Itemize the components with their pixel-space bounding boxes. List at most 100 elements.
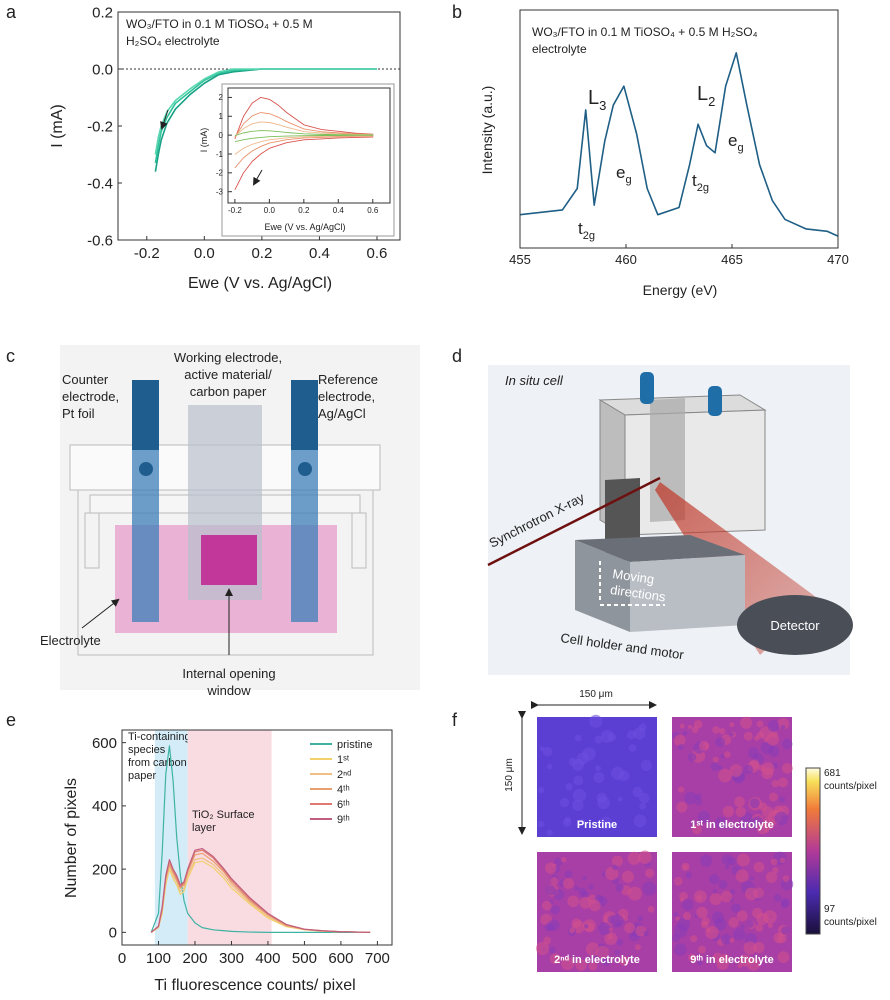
- cell-port: [640, 372, 654, 404]
- counter-electrode: [132, 380, 159, 450]
- y-tick-label: -0.2: [87, 118, 113, 135]
- map-texture: [632, 786, 643, 798]
- cell-leg: [84, 512, 100, 569]
- map-texture: [770, 858, 778, 866]
- map-texture: [582, 919, 596, 933]
- map-texture: [697, 960, 703, 966]
- map-texture: [673, 877, 683, 886]
- map-texture: [729, 764, 743, 777]
- map-texture: [676, 801, 688, 813]
- panel-label: c: [6, 346, 15, 366]
- map-texture: [738, 954, 752, 967]
- annotation-sub: g: [737, 142, 743, 154]
- map-texture: [772, 867, 779, 874]
- map-texture: [743, 731, 753, 741]
- map-texture: [729, 937, 735, 944]
- label: In situ cell: [505, 373, 564, 388]
- label: Electrolyte: [40, 633, 101, 648]
- map-texture: [693, 890, 707, 903]
- x-tick-label: 400: [255, 950, 280, 967]
- map-texture: [731, 903, 741, 913]
- electrode-pin: [298, 462, 312, 476]
- map-texture: [701, 917, 710, 926]
- map-texture: [578, 887, 587, 896]
- y-tick-label: -0.4: [87, 175, 113, 192]
- map-texture: [761, 767, 774, 780]
- map-texture: [612, 864, 618, 871]
- annotation-text: t: [578, 219, 583, 238]
- map-texture: [767, 922, 773, 928]
- x-axis-label: Ewe (V vs. Ag/AgCl): [188, 275, 332, 292]
- annotation: t2g: [578, 219, 595, 242]
- colorbar-label: counts/pixel: [824, 781, 877, 792]
- map-texture: [643, 930, 649, 937]
- y-tick-label: -2: [216, 169, 224, 178]
- x-tick-label: 470: [827, 252, 849, 267]
- x-axis-label: Ewe (V vs. Ag/AgCl): [264, 222, 345, 232]
- series-line: [150, 745, 371, 933]
- map-texture: [546, 829, 553, 836]
- y-tick-label: 0.0: [92, 61, 113, 78]
- map-texture: [589, 899, 601, 912]
- chart-title-line: WO₃/FTO in 0.1 M TiOSO₄ + 0.5 M: [126, 17, 313, 31]
- map-texture: [638, 850, 652, 865]
- counter-electrode: [132, 450, 159, 622]
- chart: Ti-containing species from carbon paper TiO₂…: [63, 729, 393, 994]
- chart-title: WO₃/FTO in 0.1 M TiOSO₄ + 0.5 M H₂SO₄ ele…: [126, 17, 313, 48]
- map-texture: [719, 728, 726, 735]
- map-texture: [740, 716, 753, 729]
- y-tick-label: 1: [219, 112, 224, 121]
- map-texture: [589, 714, 603, 728]
- map-texture: [690, 935, 698, 943]
- x-tick-label: 600: [328, 950, 353, 967]
- map-texture: [779, 857, 786, 863]
- annotation: t2g: [692, 171, 709, 194]
- annotation: eg: [616, 163, 632, 186]
- annotation-sub: 3: [599, 98, 606, 113]
- map-texture: [619, 956, 630, 966]
- map-texture: [594, 735, 603, 744]
- map-texture: [598, 922, 612, 936]
- map-texture: [597, 796, 610, 810]
- map-texture: [712, 726, 720, 734]
- annotation-text: t: [692, 171, 697, 190]
- x-tick-label: 100: [146, 950, 171, 967]
- map-texture: [763, 910, 777, 924]
- map-texture: [773, 932, 785, 944]
- legend-label: 1ˢᵗ: [337, 754, 350, 766]
- map-texture: [677, 917, 691, 931]
- y-axis-label: I (mA): [49, 104, 66, 148]
- map-texture: [633, 814, 647, 828]
- annotation-text: L: [697, 83, 708, 105]
- shaded-region: [187, 730, 272, 945]
- map-texture: [679, 723, 685, 729]
- map-texture: [593, 772, 605, 783]
- map-texture: [740, 924, 745, 929]
- label: Working electrode, active material/carbon…: [174, 350, 282, 399]
- map-texture: [614, 949, 621, 956]
- reference-electrode: [291, 450, 318, 622]
- map-texture: [673, 734, 686, 747]
- map-texture: [602, 958, 610, 967]
- y-tick-label: 600: [92, 735, 117, 752]
- x-tick-label: 0.4: [333, 206, 345, 215]
- map-texture: [565, 782, 573, 791]
- map-texture: [539, 746, 545, 752]
- map-texture: [695, 793, 702, 800]
- map-texture: [781, 926, 790, 935]
- map-texture: [573, 775, 584, 786]
- plot-frame: [121, 729, 393, 946]
- map-texture: [545, 885, 556, 896]
- map-texture: [595, 945, 609, 959]
- x-tick-label: 460: [615, 252, 637, 267]
- map-texture: [749, 798, 760, 809]
- map-texture: [627, 851, 641, 865]
- map-texture: [542, 746, 553, 757]
- x-tick-label: 0.6: [367, 245, 388, 262]
- y-tick-label: 0: [219, 131, 224, 140]
- x-tick-label: 465: [721, 252, 743, 267]
- map-label: 9ᵗʰ in electrolyte: [690, 954, 773, 966]
- map-texture: [627, 886, 642, 901]
- colorbar-label: 681: [824, 768, 841, 779]
- map-texture: [735, 869, 749, 883]
